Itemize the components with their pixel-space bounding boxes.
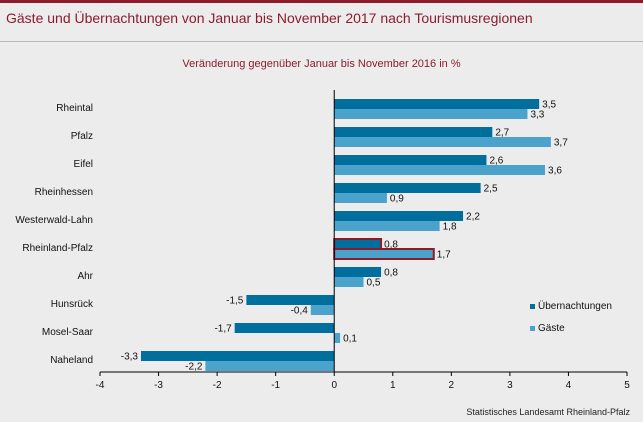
bar bbox=[334, 267, 382, 277]
page-title: Gäste und Übernachtungen von Januar bis … bbox=[6, 10, 533, 26]
bar bbox=[334, 193, 387, 203]
data-label: -0,4 bbox=[291, 306, 309, 317]
legend-swatch bbox=[530, 326, 535, 331]
data-label: -2,2 bbox=[185, 362, 203, 373]
legend-swatch bbox=[530, 304, 535, 309]
category-label: Rheinland-Pfalz bbox=[22, 243, 93, 254]
bar bbox=[334, 137, 551, 147]
bar bbox=[334, 211, 464, 221]
legend-label: Übernachtungen bbox=[538, 300, 612, 312]
bar bbox=[334, 183, 481, 193]
category-label: Pfalz bbox=[71, 131, 93, 142]
x-tick-label: 1 bbox=[390, 380, 396, 391]
data-label: 3,5 bbox=[542, 100, 556, 111]
category-label: Rheinhessen bbox=[35, 187, 93, 198]
x-tick-label: 2 bbox=[449, 380, 455, 391]
source-note: Statistisches Landesamt Rheinland-Pfalz bbox=[466, 407, 630, 417]
data-label: 1,8 bbox=[443, 222, 457, 233]
data-label: -3,3 bbox=[121, 352, 139, 363]
bar bbox=[334, 127, 493, 137]
bar bbox=[334, 221, 440, 231]
category-label: Eifel bbox=[74, 159, 93, 170]
data-label: -1,7 bbox=[214, 324, 232, 335]
category-label: Mosel-Saar bbox=[42, 327, 94, 338]
data-label: 0,9 bbox=[390, 194, 404, 205]
x-tick-label: 4 bbox=[566, 380, 572, 391]
bar bbox=[334, 277, 364, 287]
data-label: 2,2 bbox=[466, 212, 480, 223]
data-label: 3,6 bbox=[548, 166, 562, 177]
top-accent-bar bbox=[0, 0, 643, 3]
category-label: Hunsrück bbox=[51, 299, 94, 310]
title-divider bbox=[0, 41, 643, 42]
bar bbox=[334, 333, 341, 343]
data-label: 3,3 bbox=[530, 110, 544, 121]
bar bbox=[246, 295, 335, 305]
bar bbox=[334, 155, 487, 165]
bar bbox=[333, 248, 435, 260]
chart-title: Veränderung gegenüber Januar bis Novembe… bbox=[182, 58, 461, 70]
x-tick-label: -4 bbox=[96, 380, 105, 391]
data-label: 3,7 bbox=[554, 138, 568, 149]
bar bbox=[205, 361, 335, 371]
data-label: 2,7 bbox=[495, 128, 509, 139]
x-tick-label: 3 bbox=[507, 380, 513, 391]
data-label: 2,5 bbox=[484, 184, 498, 195]
data-label: 1,7 bbox=[437, 250, 451, 261]
bar bbox=[310, 305, 335, 315]
category-label: Rheintal bbox=[56, 103, 93, 114]
x-tick-label: -3 bbox=[154, 380, 163, 391]
data-label: 0,1 bbox=[343, 334, 357, 345]
category-label: Naheland bbox=[50, 355, 93, 366]
data-label: 2,6 bbox=[489, 156, 503, 167]
bar bbox=[334, 165, 546, 175]
bar bbox=[140, 351, 335, 361]
data-label: 0,8 bbox=[384, 268, 398, 279]
category-label: Westerwald-Lahn bbox=[15, 215, 93, 226]
data-label: 0,8 bbox=[384, 240, 398, 251]
bar bbox=[334, 99, 540, 109]
bar bbox=[333, 238, 383, 250]
bar bbox=[234, 323, 335, 333]
category-label: Ahr bbox=[77, 271, 93, 282]
x-tick-label: 5 bbox=[624, 380, 630, 391]
legend-label: Gäste bbox=[538, 323, 565, 334]
bar bbox=[334, 109, 528, 119]
data-label: 0,5 bbox=[367, 278, 381, 289]
data-label: -1,5 bbox=[226, 296, 244, 307]
x-tick-label: -1 bbox=[271, 380, 280, 391]
x-tick-label: -2 bbox=[213, 380, 222, 391]
x-tick-label: 0 bbox=[331, 380, 337, 391]
